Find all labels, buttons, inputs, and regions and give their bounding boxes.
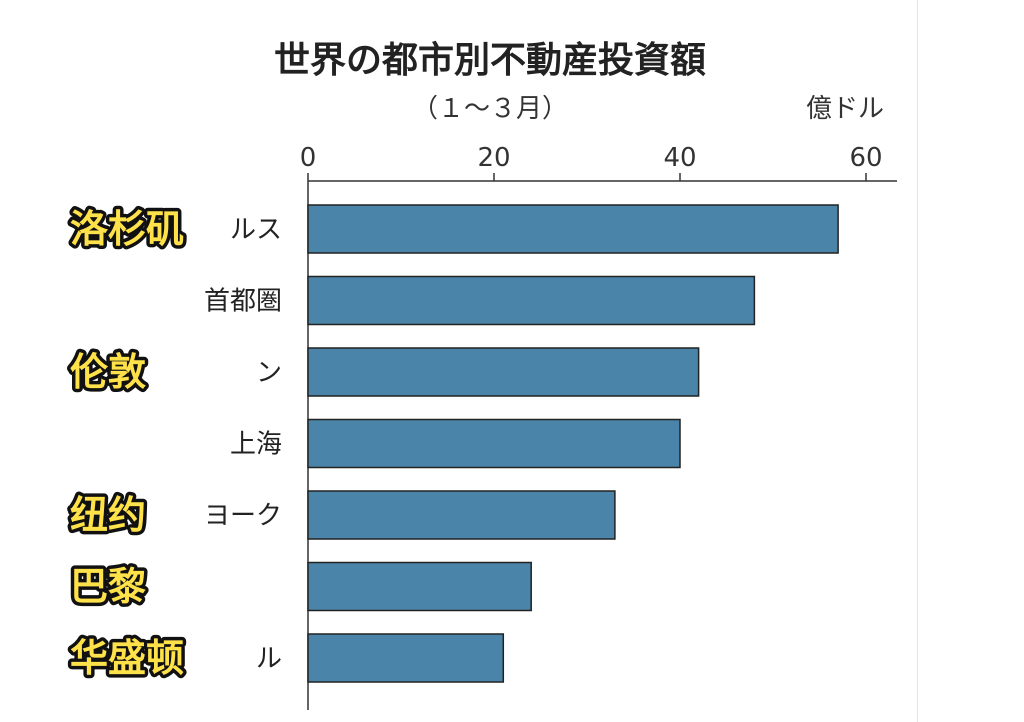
unit-label: 億ドル [806,94,884,124]
chart-title: 世界の都市別不動産投資額 [274,40,706,81]
bar [307,275,756,326]
bar [307,561,532,612]
x-axis: 0 20 40 60 [300,143,897,710]
overlay-label: 洛杉矶 [70,207,184,251]
bar [307,204,839,254]
chart-subtitle: （１～３月） [412,94,568,124]
category-label: ヨーク [204,501,282,531]
bar [307,490,616,540]
category-label: ルス [230,215,282,245]
x-tick-label: 60 [849,143,882,173]
category-label: ン [256,358,282,388]
bar [307,347,700,397]
right-border-line [917,0,918,722]
bar [307,418,681,469]
overlay-label: 纽约 [70,493,146,537]
x-tick-label: 0 [300,143,317,173]
category-label: 上海 [230,430,282,460]
overlay-label: 华盛顿 [70,636,184,680]
category-label: ル [256,644,282,674]
overlay-label: 伦敦 [70,350,146,394]
x-tick-label: 20 [477,143,510,173]
x-tick-label: 40 [663,143,696,173]
overlay-label: 巴黎 [70,565,146,609]
bar [307,633,505,683]
category-label: 首都圏 [204,287,282,317]
bars-group [307,204,839,683]
